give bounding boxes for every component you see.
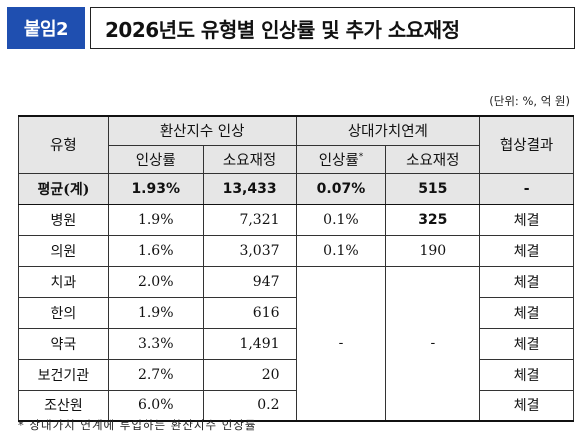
- row-cost2: 190: [385, 234, 481, 267]
- row-result: 체결: [479, 327, 574, 360]
- row-type: 조산원: [18, 389, 109, 422]
- row-rate: 3.3%: [107, 327, 204, 360]
- row-type: 보건기관: [18, 358, 109, 391]
- col-result-header: 협상결과: [479, 115, 574, 174]
- sub-cost2-header: 소요재정: [385, 144, 481, 174]
- row-cost: 3,037: [202, 234, 297, 267]
- avg-type: 평균(계): [18, 172, 109, 205]
- avg-rate: 1.93%: [107, 172, 204, 205]
- col-type-header: 유형: [18, 115, 109, 174]
- row-type: 치과: [18, 265, 109, 298]
- table-row: 한의 1.9% 616 체결: [18, 296, 574, 329]
- row-type: 의원: [18, 234, 109, 267]
- table-row: 병원 1.9% 7,321 0.1% 325 체결: [18, 203, 574, 236]
- table-row: 의원 1.6% 3,037 0.1% 190 체결: [18, 234, 574, 267]
- row-rate: 6.0%: [107, 389, 204, 422]
- row-cost2: 325: [385, 203, 481, 236]
- row-rate: 1.9%: [107, 203, 204, 236]
- row-cost: 1,491: [202, 327, 297, 360]
- row-rate: 1.9%: [107, 296, 204, 329]
- sub-rate-header: 인상률: [107, 144, 204, 174]
- avg-rate2: 0.07%: [295, 172, 387, 205]
- row-result: 체결: [479, 358, 574, 391]
- row-result: 체결: [479, 234, 574, 267]
- row-cost: 947: [202, 265, 297, 298]
- row-rate2: 0.1%: [295, 203, 387, 236]
- merged-cost2: -: [385, 265, 481, 422]
- header-row-1: 유형 환산지수 인상 상대가치연계 협상결과: [18, 115, 574, 174]
- avg-cost2: 515: [385, 172, 481, 205]
- row-cost: 0.2: [202, 389, 297, 422]
- header-row-2: 인상률 소요재정 인상률* 소요재정: [19, 144, 574, 174]
- row-type: 약국: [18, 327, 109, 360]
- row-result: 체결: [479, 389, 574, 422]
- sub-cost-header: 소요재정: [202, 144, 297, 174]
- row-result: 체결: [479, 203, 574, 236]
- avg-cost: 13,433: [202, 172, 297, 205]
- row-cost: 20: [202, 358, 297, 391]
- group-relative-value-header: 상대가치연계: [295, 115, 481, 146]
- page-title: 2026년도 유형별 인상률 및 추가 소요재정: [90, 7, 575, 49]
- average-row: 평균(계) 1.93% 13,433 0.07% 515 -: [18, 172, 574, 205]
- sub-rate2-header: 인상률*: [295, 144, 387, 174]
- avg-result: -: [479, 172, 574, 205]
- row-cost: 7,321: [202, 203, 297, 236]
- row-type: 한의: [18, 296, 109, 329]
- unit-note: (단위: %, 억 원): [489, 94, 570, 108]
- rate-table: 유형 환산지수 인상 상대가치연계 협상결과 인상률 소요재정 인상률* 소요재…: [18, 115, 574, 422]
- table-row: 치과 2.0% 947 - - 체결: [18, 265, 574, 422]
- table-row: 보건기관 2.7% 20 체결: [18, 358, 574, 391]
- footnote: * 상대가치 연계에 투입하는 환산지수 인상률: [18, 418, 257, 432]
- attachment-badge: 붙임2: [7, 7, 85, 49]
- row-type: 병원: [18, 203, 109, 236]
- row-rate: 2.0%: [107, 265, 204, 298]
- row-rate: 2.7%: [107, 358, 204, 391]
- footnote-marker: *: [358, 151, 364, 162]
- row-rate2: 0.1%: [295, 234, 387, 267]
- row-rate: 1.6%: [107, 234, 204, 267]
- group-conversion-header: 환산지수 인상: [107, 115, 297, 146]
- row-result: 체결: [479, 265, 574, 298]
- merged-rate2: -: [295, 265, 387, 422]
- row-cost: 616: [202, 296, 297, 329]
- row-result: 체결: [479, 296, 574, 329]
- table-row: 조산원 6.0% 0.2 체결: [18, 389, 574, 422]
- table-row: 약국 3.3% 1,491 체결: [18, 327, 574, 360]
- title-bar: 붙임2 2026년도 유형별 인상률 및 추가 소요재정: [7, 7, 575, 49]
- sub-rate2-label: 인상률: [318, 152, 359, 169]
